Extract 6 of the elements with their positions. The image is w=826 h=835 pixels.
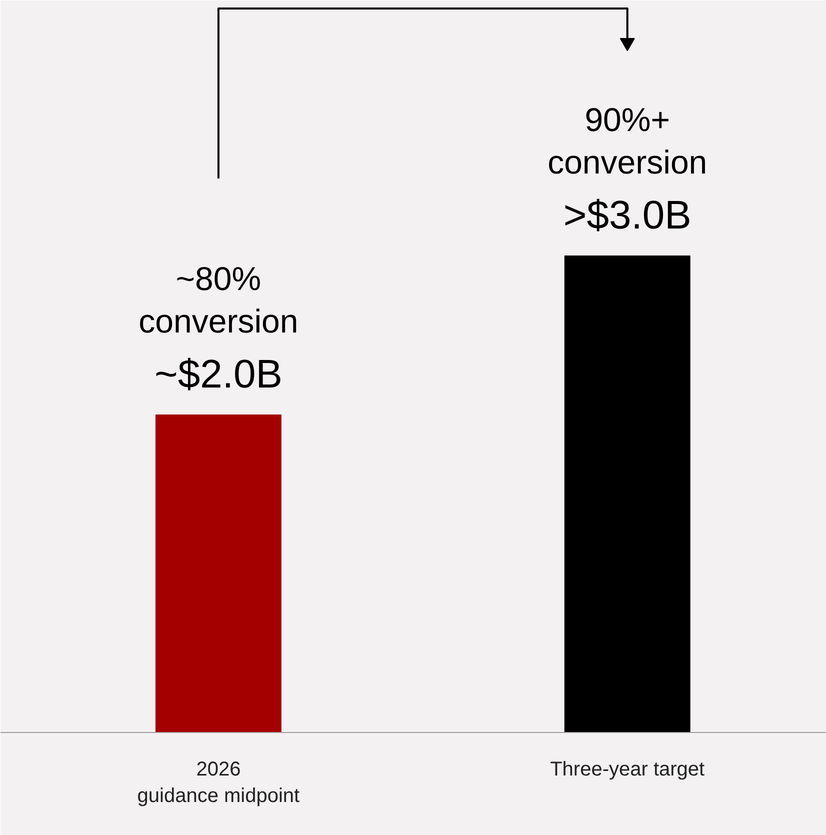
annotation: ~80% conversion	[138, 260, 298, 340]
data-label: >$3.0B	[563, 194, 692, 238]
data-label: ~$2.0B	[154, 352, 282, 396]
text: 90%+ conversion	[548, 100, 708, 180]
x-tick-label: 2026 guidance midpoint	[137, 758, 300, 807]
x-tick-label: Three-year target	[550, 758, 706, 780]
